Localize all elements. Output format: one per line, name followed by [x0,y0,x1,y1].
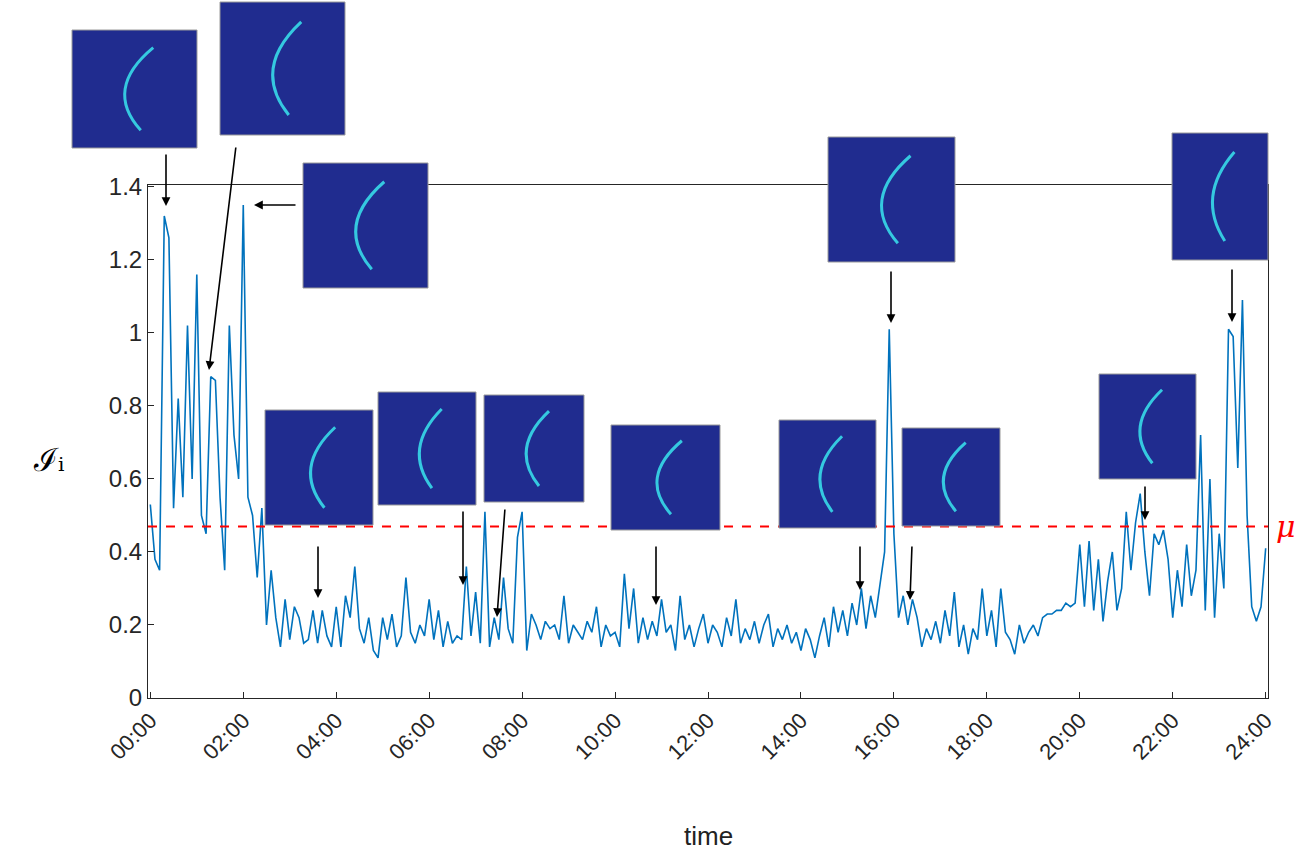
svg-text:ℐᵢ: ℐᵢ [33,441,64,479]
svg-text:02:00: 02:00 [198,708,255,765]
svg-text:24:00: 24:00 [1220,708,1277,765]
svg-text:10:00: 10:00 [570,708,627,765]
svg-text:06:00: 06:00 [384,708,441,765]
svg-text:04:00: 04:00 [291,708,348,765]
svg-text:12:00: 12:00 [663,708,720,765]
svg-text:20:00: 20:00 [1034,708,1091,765]
svg-text:0.6: 0.6 [109,465,142,492]
svg-text:1.2: 1.2 [109,246,142,273]
svg-text:18:00: 18:00 [942,708,999,765]
svg-text:time: time [684,821,733,851]
svg-text:0: 0 [129,684,142,711]
svg-text:00:00: 00:00 [105,708,162,765]
svg-text:1.4: 1.4 [109,173,142,200]
svg-text:0.8: 0.8 [109,392,142,419]
svg-text:0.4: 0.4 [109,538,142,565]
svg-text:22:00: 22:00 [1127,708,1184,765]
svg-text:16:00: 16:00 [849,708,906,765]
svg-text:08:00: 08:00 [477,708,534,765]
svg-text:0.2: 0.2 [109,611,142,638]
svg-text:μ: μ [1276,509,1296,544]
svg-text:1: 1 [129,319,142,346]
svg-text:14:00: 14:00 [756,708,813,765]
